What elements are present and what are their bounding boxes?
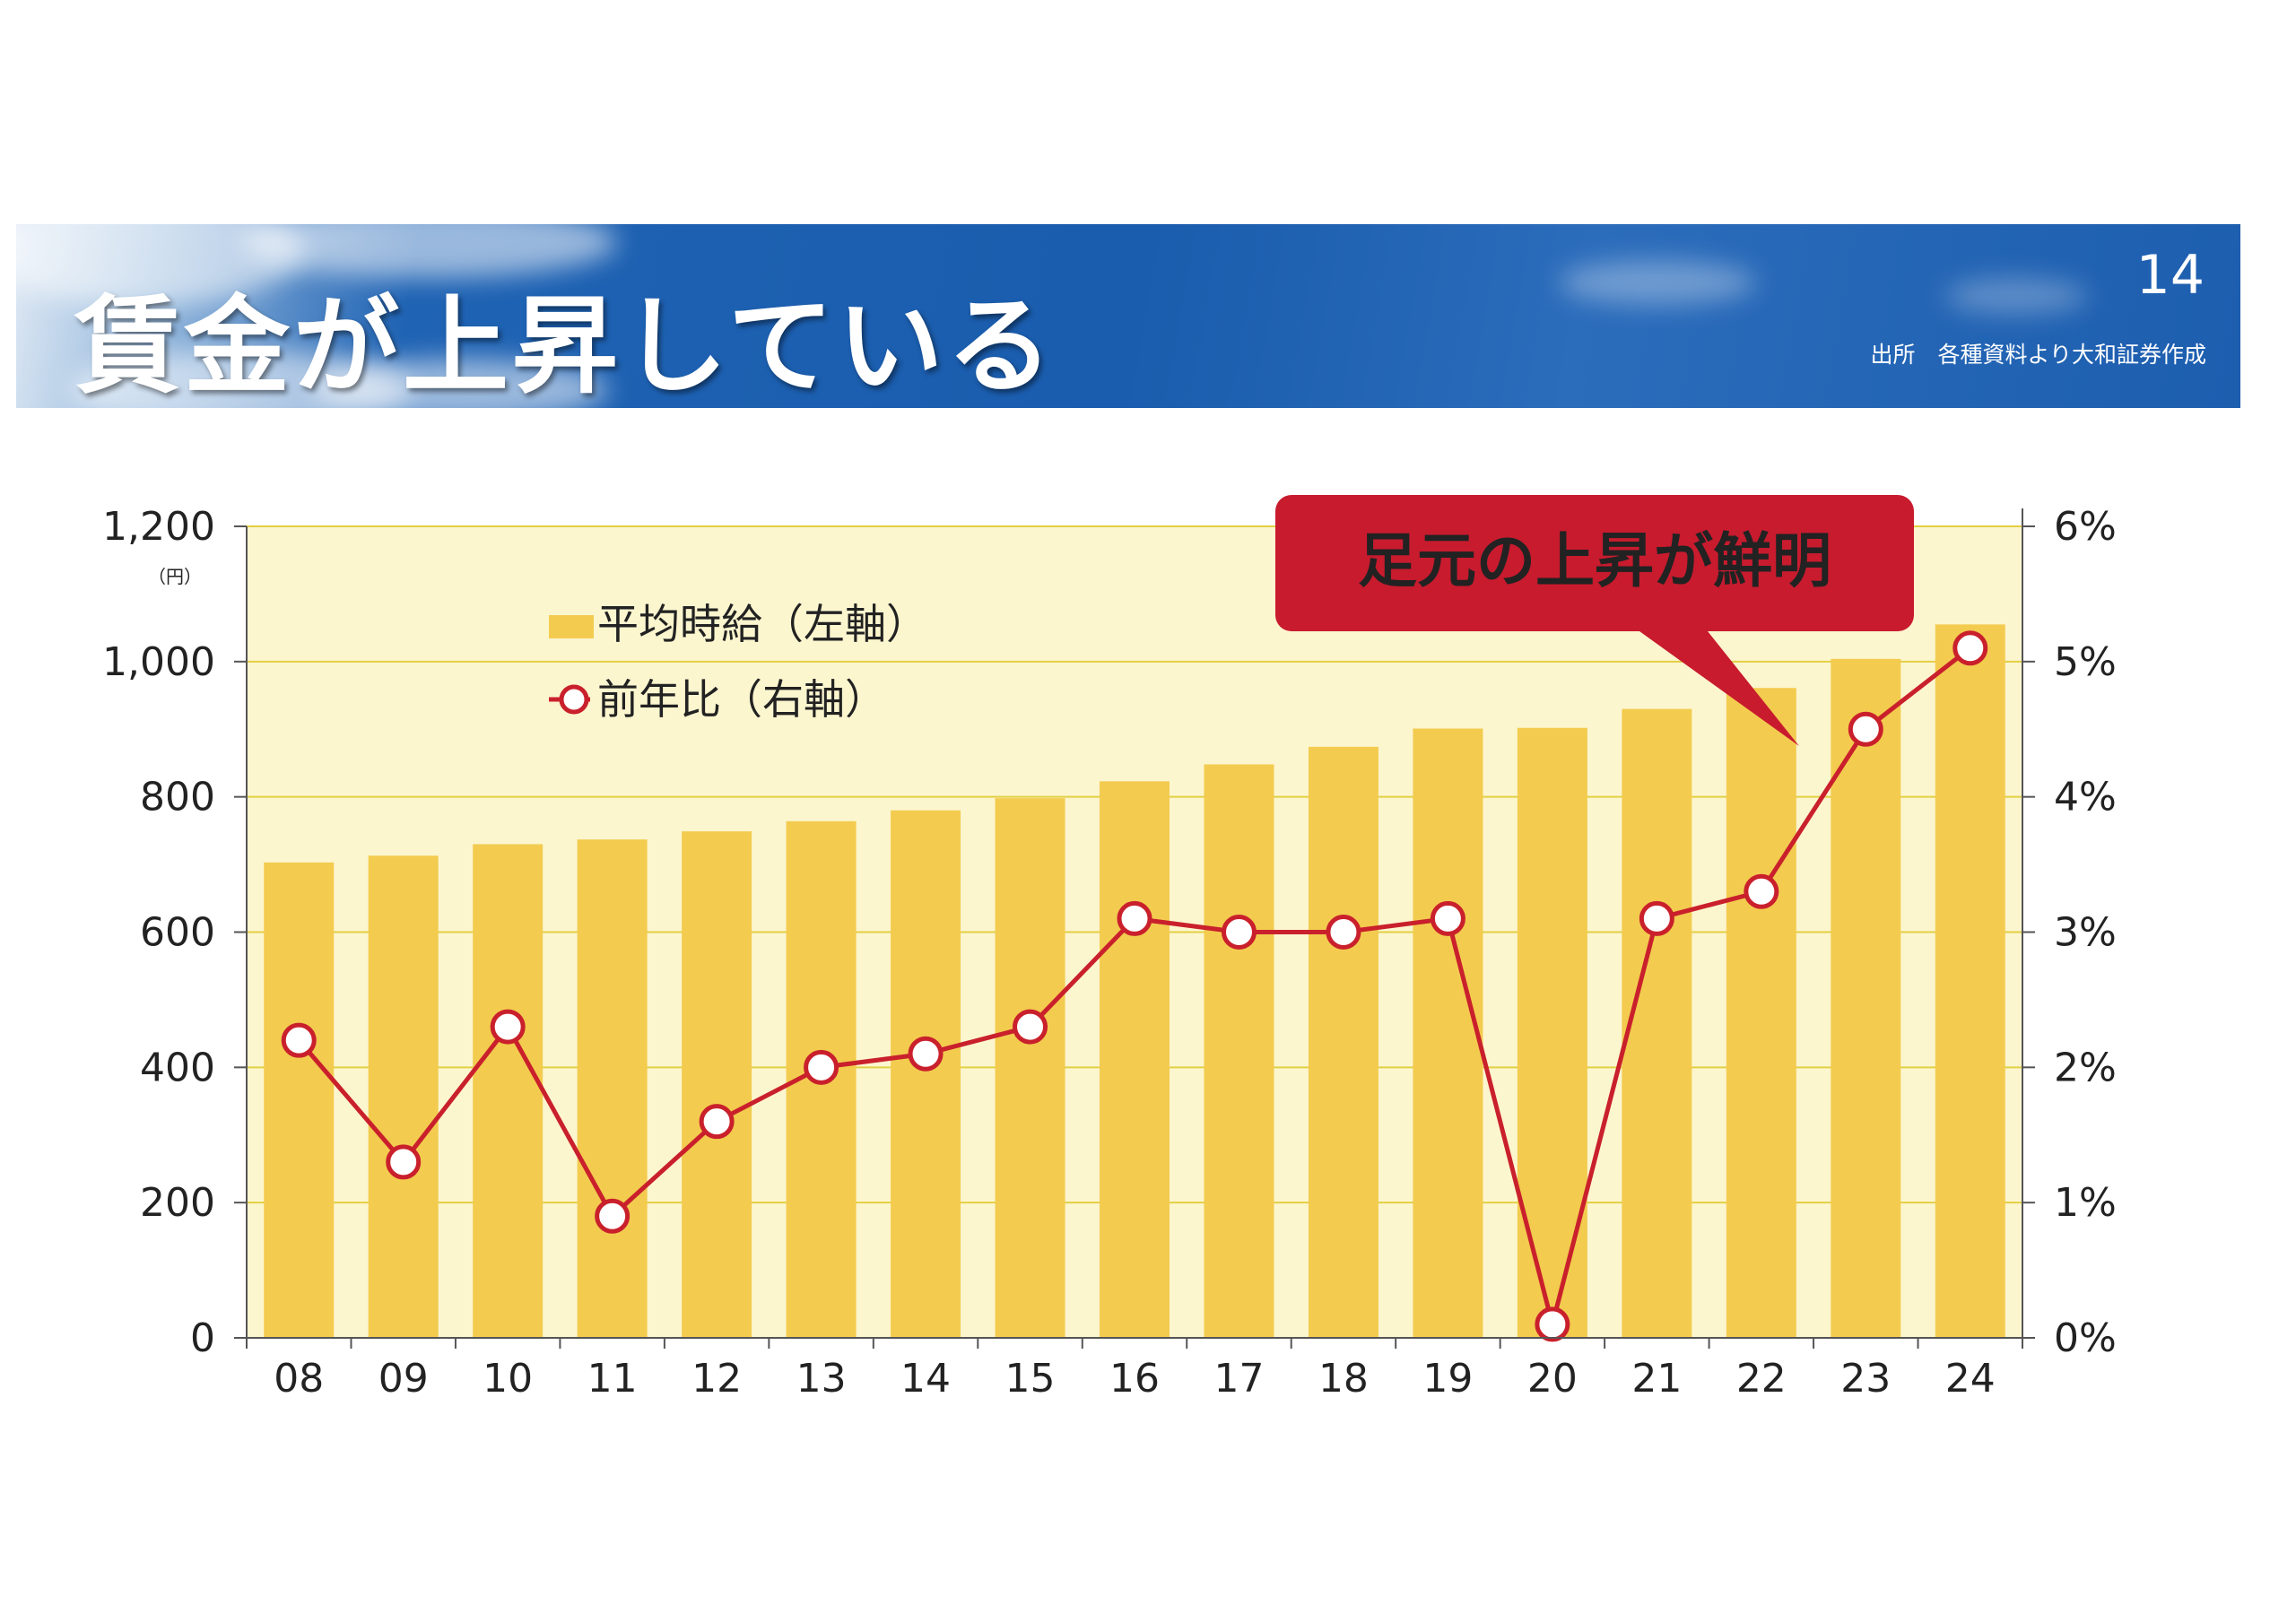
left-axis-unit: （円） bbox=[148, 566, 202, 587]
legend-line-marker bbox=[559, 684, 589, 715]
point-08 bbox=[281, 1022, 317, 1058]
legend-bar-swatch bbox=[549, 615, 594, 638]
bar-20 bbox=[1517, 727, 1587, 1338]
bar-09 bbox=[368, 855, 439, 1338]
x-tick-label-23: 23 bbox=[1840, 1356, 1891, 1402]
callout-box bbox=[1275, 495, 1914, 746]
left-tick-label: 0 bbox=[190, 1315, 215, 1361]
bar-11 bbox=[577, 839, 648, 1338]
left-tick-label: 1,000 bbox=[102, 639, 215, 685]
x-axis-ticks: 08 09 10 11 12 13 14 15 16 17 18 19 20 21 22 23 24 bbox=[246, 1338, 2023, 1402]
x-tick-label-08: 08 bbox=[274, 1356, 324, 1402]
x-tick-label-17: 17 bbox=[1213, 1356, 1264, 1402]
callout: 足元の上昇が鮮明 bbox=[1275, 495, 1914, 746]
title-banner: 賃金が上昇している 14 出所 各種資料より大和証券作成 bbox=[16, 224, 2240, 408]
x-tick-label-09: 09 bbox=[378, 1356, 429, 1402]
x-tick-label-21: 21 bbox=[1631, 1356, 1682, 1402]
x-tick-label-22: 22 bbox=[1736, 1356, 1787, 1402]
ratio-points bbox=[281, 630, 1988, 1342]
right-tick-label: 5% bbox=[2054, 639, 2117, 685]
x-tick-label-11: 11 bbox=[587, 1356, 638, 1402]
x-tick-label-15: 15 bbox=[1005, 1356, 1056, 1402]
bar-18 bbox=[1308, 746, 1378, 1338]
bar-21 bbox=[1622, 708, 1692, 1338]
x-tick-label-24: 24 bbox=[1945, 1356, 1996, 1402]
bar-series bbox=[264, 624, 2005, 1338]
bar-22 bbox=[1726, 688, 1796, 1338]
point-22 bbox=[1744, 873, 1779, 909]
point-09 bbox=[386, 1144, 422, 1180]
left-tick-label: 400 bbox=[140, 1045, 215, 1090]
x-tick-label-16: 16 bbox=[1109, 1356, 1160, 1402]
callout-text: 足元の上昇が鮮明 bbox=[1358, 526, 1831, 595]
point-21 bbox=[1639, 900, 1674, 936]
bar-19 bbox=[1413, 728, 1483, 1338]
legend: 平均時給（左軸） 前年比（右軸） bbox=[549, 600, 927, 724]
bar-10 bbox=[473, 844, 544, 1338]
point-20 bbox=[1535, 1306, 1570, 1342]
right-tick-label: 3% bbox=[2054, 910, 2117, 956]
x-tick-label-20: 20 bbox=[1527, 1356, 1578, 1402]
point-10 bbox=[490, 1009, 526, 1045]
legend-bar-label: 平均時給（左軸） bbox=[597, 600, 927, 648]
x-tick-label-19: 19 bbox=[1422, 1356, 1473, 1402]
right-tick-label: 4% bbox=[2054, 775, 2117, 820]
point-17 bbox=[1221, 915, 1257, 950]
left-axis-ticks: 0 200 400 600 800 1,000 1,200 bbox=[102, 504, 247, 1361]
page-title: 賃金が上昇している bbox=[74, 284, 1057, 408]
left-tick-label: 600 bbox=[140, 910, 215, 956]
bar-24 bbox=[1935, 624, 2005, 1338]
point-11 bbox=[595, 1198, 631, 1234]
point-19 bbox=[1430, 900, 1465, 936]
bar-12 bbox=[682, 831, 752, 1338]
right-tick-label: 6% bbox=[2054, 504, 2117, 550]
x-tick-label-18: 18 bbox=[1318, 1356, 1369, 1402]
right-axis-ticks: 0% 1% 2% 3% 4% 5% 6% bbox=[2022, 504, 2117, 1361]
left-tick-label: 1,200 bbox=[102, 504, 215, 550]
x-tick-label-12: 12 bbox=[691, 1356, 742, 1402]
bar-08 bbox=[264, 862, 335, 1338]
bar-16 bbox=[1100, 781, 1170, 1338]
point-16 bbox=[1117, 900, 1152, 936]
x-tick-label-14: 14 bbox=[900, 1356, 951, 1402]
legend-line-label: 前年比（右軸） bbox=[597, 675, 886, 724]
bar-17 bbox=[1204, 764, 1274, 1338]
left-tick-label: 200 bbox=[140, 1180, 215, 1226]
right-tick-label: 1% bbox=[2054, 1180, 2117, 1226]
right-tick-label: 0% bbox=[2054, 1315, 2117, 1361]
bar-14 bbox=[891, 810, 961, 1338]
x-tick-label-10: 10 bbox=[483, 1356, 533, 1402]
page-number: 14 bbox=[2135, 244, 2205, 307]
x-tick-label-13: 13 bbox=[796, 1356, 847, 1402]
left-tick-label: 800 bbox=[140, 775, 215, 820]
bar-23 bbox=[1831, 658, 1901, 1338]
point-23 bbox=[1848, 711, 1883, 747]
point-24 bbox=[1952, 630, 1988, 666]
point-13 bbox=[804, 1049, 839, 1085]
point-15 bbox=[1013, 1009, 1048, 1045]
bar-15 bbox=[995, 798, 1065, 1338]
right-tick-label: 2% bbox=[2054, 1045, 2117, 1090]
source-note: 出所 各種資料より大和証券作成 bbox=[1870, 342, 2206, 368]
point-18 bbox=[1326, 915, 1361, 950]
point-14 bbox=[908, 1036, 944, 1072]
point-12 bbox=[699, 1104, 735, 1140]
